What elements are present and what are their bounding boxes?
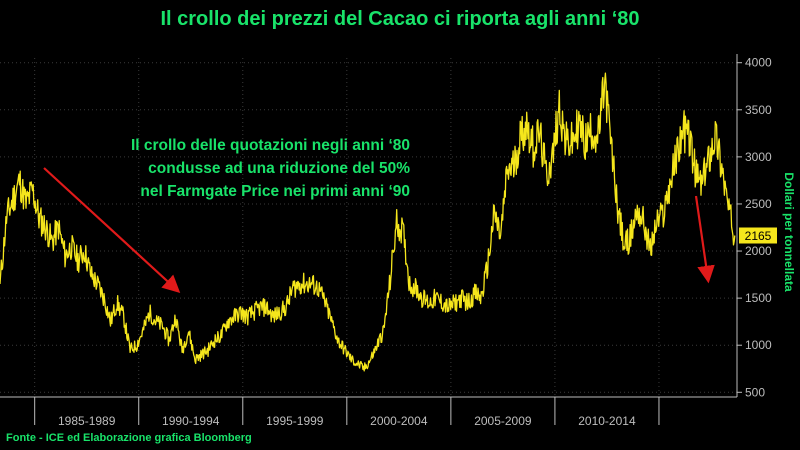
x-period-label: 1985-1989 bbox=[58, 414, 116, 428]
chart-annotation: Il crollo delle quotazioni negli anni ‘8… bbox=[130, 137, 410, 200]
price-line bbox=[0, 72, 736, 372]
x-period-label: 2000-2004 bbox=[370, 414, 428, 428]
x-period-label: 1990-1994 bbox=[162, 414, 220, 428]
y-tick-label: 500 bbox=[745, 385, 765, 399]
decline-arrow-2015 bbox=[694, 195, 715, 284]
last-value-label: 2165 bbox=[745, 229, 772, 243]
decline-arrow-1980s bbox=[43, 167, 181, 293]
source-note: Fonte - ICE ed Elaborazione grafica Bloo… bbox=[6, 432, 252, 444]
y-axis-label: Dollari per tonnellata bbox=[782, 172, 796, 292]
y-tick-label: 1000 bbox=[745, 338, 772, 352]
y-tick-label: 2000 bbox=[745, 244, 772, 258]
last-value-box bbox=[739, 227, 777, 244]
y-tick-label: 3000 bbox=[745, 150, 772, 164]
x-period-label: 1995-1999 bbox=[266, 414, 324, 428]
y-tick-label: 1500 bbox=[745, 291, 772, 305]
chart-title: Il crollo dei prezzi del Cacao ci riport… bbox=[160, 8, 640, 30]
x-period-label: 2005-2009 bbox=[474, 414, 532, 428]
y-tick-label: 4000 bbox=[745, 56, 772, 70]
y-tick-label: 3500 bbox=[745, 103, 772, 117]
x-period-label: 2010-2014 bbox=[578, 414, 636, 428]
y-tick-label: 2500 bbox=[745, 197, 772, 211]
